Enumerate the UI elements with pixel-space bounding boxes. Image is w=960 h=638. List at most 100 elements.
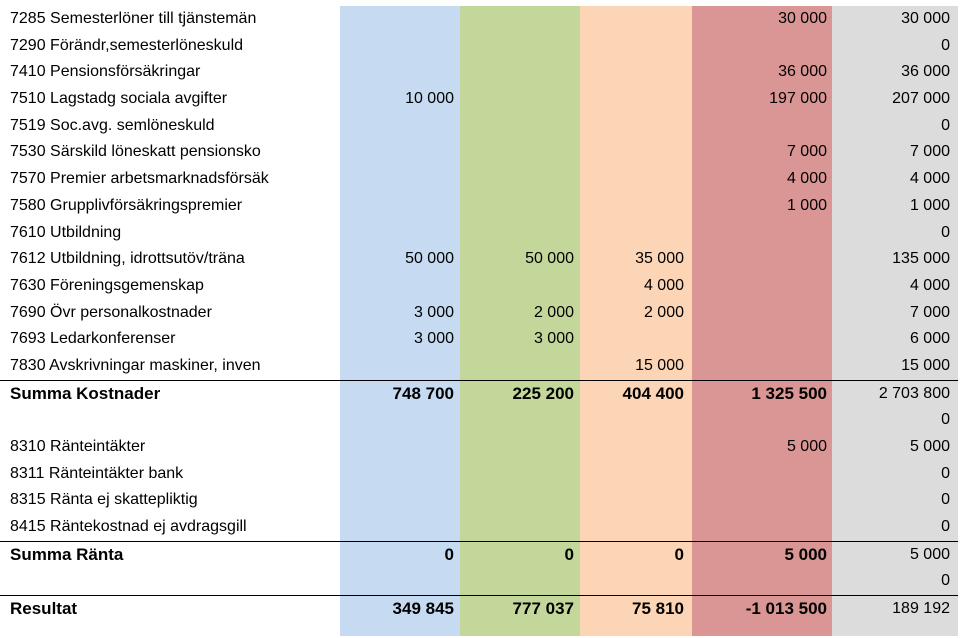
account-label[interactable]: 7519 Soc.avg. semlöneskuld — [10, 116, 215, 134]
cell-col2[interactable] — [460, 59, 574, 86]
cell-col3[interactable] — [580, 6, 684, 33]
cell-col4[interactable]: 7 000 — [786, 143, 827, 161]
cell-total[interactable]: 7 000 — [909, 143, 950, 161]
cell-col3[interactable] — [580, 514, 684, 541]
account-label[interactable]: 7610 Utbildning — [10, 223, 122, 241]
cell-col2[interactable] — [460, 193, 574, 220]
cell-col3[interactable] — [580, 33, 684, 60]
cell-col4[interactable]: -1 013 500 — [745, 599, 827, 619]
cell-col2[interactable] — [460, 139, 574, 166]
summary-label[interactable]: Resultat — [10, 599, 78, 619]
cell-col2[interactable]: 777 037 — [512, 599, 574, 619]
account-label[interactable]: 7580 Grupplivförsäkringspremier — [10, 196, 243, 214]
cell-total[interactable]: 0 — [941, 36, 950, 54]
cell-total[interactable]: 0 — [941, 491, 950, 509]
cell-col4[interactable]: 5 000 — [784, 544, 827, 564]
cell-total[interactable]: 15 000 — [901, 356, 950, 374]
account-label[interactable]: 7510 Lagstadg sociala avgifter — [10, 90, 228, 108]
cell-total[interactable]: 6 000 — [909, 330, 950, 348]
cell-col1[interactable]: 0 — [444, 544, 454, 564]
cell-col1[interactable] — [340, 353, 454, 380]
cell-total[interactable]: 0 — [941, 518, 950, 536]
cell-col3[interactable] — [580, 220, 684, 247]
cell-total[interactable]: 5 000 — [909, 545, 950, 563]
cell-col1[interactable] — [340, 139, 454, 166]
cell-col3[interactable] — [580, 59, 684, 86]
cell-col2[interactable]: 3 000 — [533, 330, 574, 348]
cell-total[interactable]: 4 000 — [909, 276, 950, 294]
cell-col2[interactable]: 0 — [564, 544, 574, 564]
cell-col1[interactable] — [340, 33, 454, 60]
cell-col3[interactable]: 2 000 — [643, 303, 684, 321]
cell-col1[interactable] — [340, 59, 454, 86]
account-label[interactable]: 7612 Utbildning, idrottsutöv/träna — [10, 250, 245, 268]
cell-total[interactable]: 4 000 — [909, 170, 950, 188]
cell-col2[interactable]: 2 000 — [533, 303, 574, 321]
cell-col4[interactable]: 197 000 — [769, 90, 827, 108]
account-label[interactable]: 7693 Ledarkonferenser — [10, 330, 176, 348]
cell-col4[interactable]: 1 000 — [786, 196, 827, 214]
cell-col3[interactable] — [580, 326, 684, 353]
cell-total[interactable]: 1 000 — [909, 196, 950, 214]
cell-total[interactable]: 2 703 800 — [878, 384, 950, 402]
cell-col3[interactable] — [580, 193, 684, 220]
cell-col3[interactable]: 0 — [674, 544, 684, 564]
cell-col4[interactable]: 1 325 500 — [751, 383, 827, 403]
cell-col1[interactable] — [340, 113, 454, 140]
cell-total[interactable]: 0 — [941, 223, 950, 241]
cell-col3[interactable]: 15 000 — [635, 356, 684, 374]
cell-col2[interactable] — [460, 487, 574, 514]
cell-col1[interactable] — [340, 487, 454, 514]
cell-col1[interactable] — [340, 166, 454, 193]
cell-col4[interactable] — [692, 461, 827, 488]
cell-col3[interactable] — [580, 139, 684, 166]
cell-col2[interactable] — [460, 166, 574, 193]
cell-col2[interactable] — [460, 407, 574, 434]
cell-col1[interactable] — [340, 461, 454, 488]
account-label[interactable]: 7690 Övr personalkostnader — [10, 303, 212, 321]
cell-col1[interactable]: 748 700 — [392, 383, 454, 403]
cell-total[interactable]: 207 000 — [892, 90, 950, 108]
cell-col2[interactable] — [460, 461, 574, 488]
cell-col1[interactable]: 3 000 — [413, 330, 454, 348]
account-label[interactable]: 7410 Pensionsförsäkringar — [10, 63, 201, 81]
cell-col4[interactable]: 4 000 — [786, 170, 827, 188]
cell-total[interactable]: 0 — [941, 411, 950, 429]
cell-col4[interactable] — [692, 487, 827, 514]
cell-col4[interactable] — [692, 273, 827, 300]
cell-total[interactable]: 0 — [941, 116, 950, 134]
cell-col3[interactable]: 75 810 — [632, 599, 684, 619]
cell-col1[interactable] — [340, 514, 454, 541]
cell-col1[interactable] — [340, 193, 454, 220]
cell-col2[interactable] — [460, 353, 574, 380]
cell-col1[interactable] — [340, 220, 454, 247]
account-label[interactable] — [10, 568, 335, 595]
cell-col1[interactable] — [340, 273, 454, 300]
account-label[interactable]: 8315 Ränta ej skattepliktig — [10, 491, 198, 509]
cell-col4[interactable] — [692, 326, 827, 353]
cell-col4[interactable] — [692, 33, 827, 60]
cell-col3[interactable] — [580, 461, 684, 488]
cell-col1[interactable]: 50 000 — [405, 250, 454, 268]
cell-col2[interactable] — [460, 434, 574, 461]
cell-col4[interactable] — [692, 514, 827, 541]
cell-total[interactable]: 135 000 — [892, 250, 950, 268]
cell-col4[interactable] — [692, 246, 827, 273]
cell-total[interactable]: 0 — [941, 572, 950, 590]
account-label[interactable]: 7285 Semesterlöner till tjänstemän — [10, 10, 257, 27]
cell-col1[interactable] — [340, 6, 454, 33]
cell-col4[interactable] — [692, 407, 827, 434]
summary-label[interactable]: Summa Ränta — [10, 544, 124, 564]
cell-col2[interactable] — [460, 113, 574, 140]
account-label[interactable]: 8311 Ränteintäkter bank — [10, 464, 184, 482]
cell-col3[interactable] — [580, 487, 684, 514]
cell-total[interactable]: 0 — [941, 464, 950, 482]
cell-col2[interactable]: 50 000 — [525, 250, 574, 268]
cell-col4[interactable] — [692, 220, 827, 247]
cell-col1[interactable]: 3 000 — [413, 303, 454, 321]
cell-col2[interactable] — [460, 6, 574, 33]
cell-col2[interactable] — [460, 220, 574, 247]
account-label[interactable]: 7530 Särskild löneskatt pensionsko — [10, 143, 261, 161]
cell-col2[interactable] — [460, 86, 574, 113]
account-label[interactable]: 7630 Föreningsgemenskap — [10, 276, 204, 294]
